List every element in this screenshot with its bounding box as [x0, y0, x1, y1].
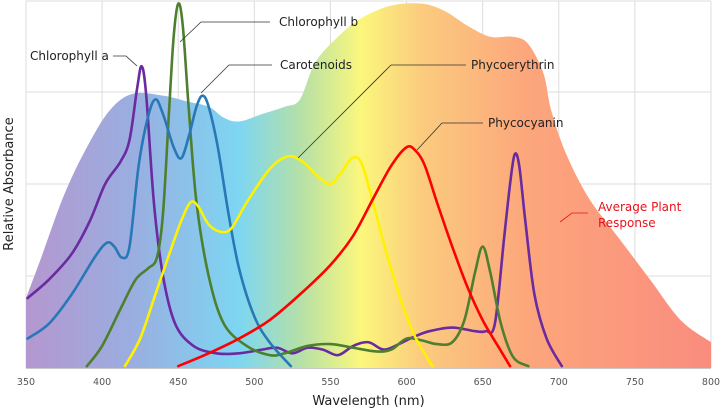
- x-axis-title: Wavelength (nm): [312, 394, 424, 409]
- series-line-chlorophyll-b: [85, 2, 530, 368]
- x-tick-label: 500: [245, 377, 263, 388]
- series-line-phycocyanin: [176, 145, 512, 368]
- series-line-phycoerythrin: [123, 154, 434, 368]
- leader-line: [297, 64, 466, 159]
- annotation-label: Phycocyanin: [488, 116, 563, 130]
- annotation-phycoerythrin: Phycoerythrin: [297, 58, 554, 159]
- x-tick-label: 450: [169, 377, 187, 388]
- leader-line: [200, 64, 272, 94]
- x-tick-label: 600: [397, 377, 415, 388]
- leader-line: [179, 21, 270, 43]
- x-tick-labels: 350 400 450 500 550 600 650 700 750 800: [17, 377, 720, 388]
- annotation-chlorophyll-a: Chlorophyll a: [30, 49, 138, 67]
- annotation-carotenoids: Carotenoids: [200, 58, 352, 94]
- annotation-label: Phycoerythrin: [471, 58, 554, 72]
- annotation-average-plant-response: Average Plant Response: [559, 200, 682, 230]
- x-tick-label: 650: [474, 377, 492, 388]
- leader-line: [416, 122, 483, 151]
- x-tick-label: 400: [93, 377, 111, 388]
- annotation-label: Carotenoids: [280, 58, 352, 72]
- leader-line: [113, 55, 138, 67]
- y-axis-title: Relative Absorbance: [2, 117, 17, 250]
- series-lines: [26, 2, 564, 368]
- series-line-chlorophyll-a: [26, 64, 564, 368]
- leader-line: [559, 212, 588, 223]
- x-tick-label: 350: [17, 377, 35, 388]
- series-line-carotenoids: [26, 94, 293, 368]
- annotation-label: Chlorophyll a: [30, 49, 109, 63]
- annotation-chlorophyll-b: Chlorophyll b: [179, 15, 358, 43]
- annotation-label-line2: Response: [598, 216, 656, 230]
- x-tick-label: 550: [321, 377, 339, 388]
- x-tick-label: 750: [626, 377, 644, 388]
- annotation-label: Chlorophyll b: [279, 15, 358, 29]
- annotation-label-line1: Average Plant: [598, 200, 682, 214]
- x-tick-label: 800: [702, 377, 720, 388]
- x-tick-label: 700: [550, 377, 568, 388]
- annotation-phycocyanin: Phycocyanin: [416, 116, 563, 151]
